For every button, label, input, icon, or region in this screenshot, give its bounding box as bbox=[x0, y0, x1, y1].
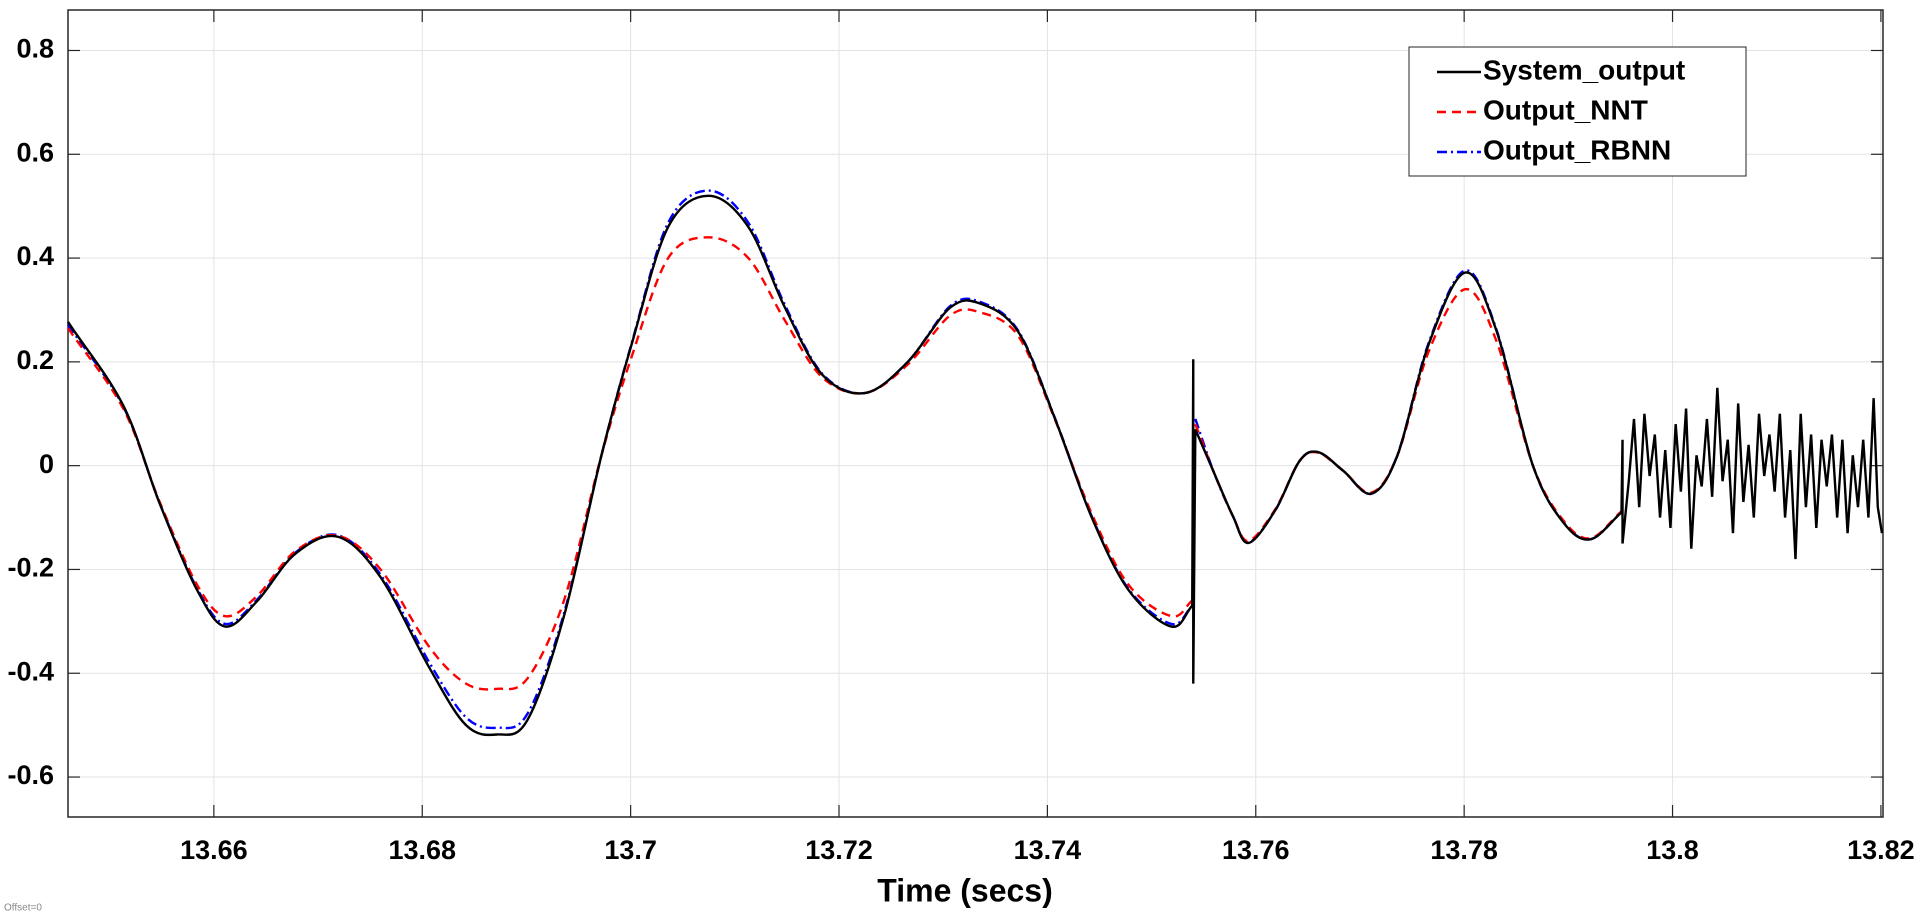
y-tick-label: 0 bbox=[39, 449, 54, 479]
x-tick-label: 13.72 bbox=[805, 835, 873, 865]
x-tick-label: 13.78 bbox=[1430, 835, 1498, 865]
x-tick-label: 13.76 bbox=[1222, 835, 1290, 865]
legend-label: Output_RBNN bbox=[1483, 134, 1671, 165]
y-tick-label: -0.2 bbox=[7, 553, 54, 583]
x-tick-label: 13.74 bbox=[1014, 835, 1082, 865]
legend-label: System_output bbox=[1483, 54, 1685, 85]
y-tick-label: 0.4 bbox=[16, 241, 54, 271]
y-tick-label: -0.6 bbox=[7, 760, 54, 790]
y-tick-label: 0.6 bbox=[16, 137, 54, 167]
plot-frame bbox=[67, 9, 1884, 818]
y-tick-label: 0.2 bbox=[16, 345, 54, 375]
x-tick-label: 13.66 bbox=[180, 835, 248, 865]
annotation: Offset=0 bbox=[4, 903, 42, 914]
y-tick-label: 0.8 bbox=[16, 34, 54, 64]
x-tick-label: 13.82 bbox=[1847, 835, 1915, 865]
x-axis-label: Time (secs) bbox=[877, 872, 1053, 908]
x-tick-label: 13.7 bbox=[604, 835, 657, 865]
x-tick-label: 13.68 bbox=[388, 835, 456, 865]
series-line bbox=[66, 194, 1884, 737]
x-tick-label: 13.8 bbox=[1646, 835, 1699, 865]
legend-label: Output_NNT bbox=[1483, 94, 1648, 125]
y-tick-label: -0.4 bbox=[7, 656, 54, 686]
legend-box bbox=[1408, 46, 1747, 177]
